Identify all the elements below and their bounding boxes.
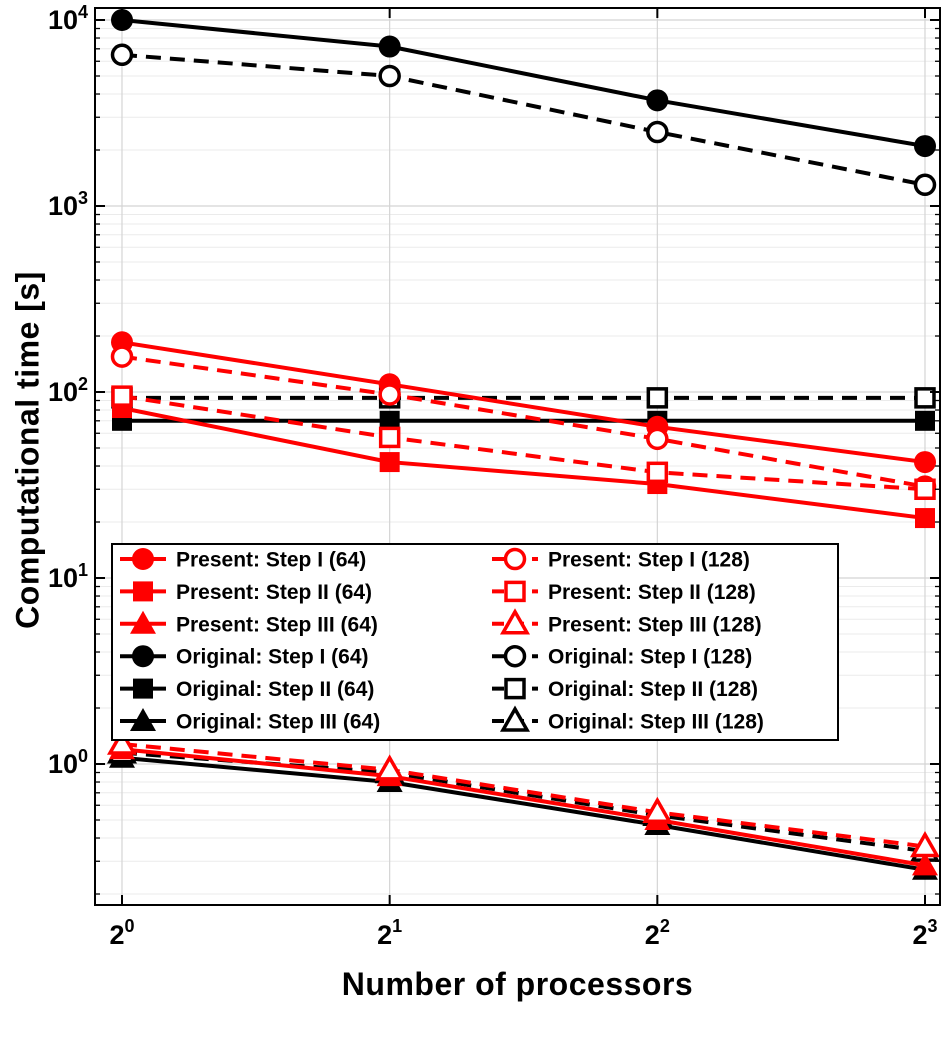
legend-entry: Original: Step II (128) [492,677,758,701]
legend-label: Present: Step I (128) [548,549,750,572]
legend-label: Present: Step I (64) [176,549,366,572]
legend-entry: Original: Step I (128) [492,644,752,669]
tick-label: 21 [377,916,402,950]
legend: Present: Step I (64) Present: Step II (64… [111,543,839,741]
legend-entry: Present: Step II (64) [120,581,372,604]
legend-entry: Original: Step III (64) [120,708,380,734]
legend-entry: Present: Step II (128) [492,580,756,604]
legend-entry: Original: Step II (64) [120,678,374,701]
legend-label: Original: Step I (64) [176,646,369,669]
series-original-step-iii-64- [109,744,938,880]
series-present-step-ii-64- [112,398,935,529]
axes [94,7,941,906]
legend-entry: Present: Step I (64) [120,548,366,572]
series-original-step-ii-64- [112,410,935,431]
legend-label: Original: Step I (128) [548,646,752,669]
legend-label: Original: Step II (128) [548,678,758,701]
legend-entry: Present: Step III (64) [120,610,378,636]
series-present-step-ii-128- [111,385,936,501]
tick-label: 102 [48,374,88,407]
legend-entry: Present: Step I (128) [492,547,750,572]
tick-label: 103 [48,188,88,221]
tick-label: 104 [48,2,88,35]
legend-entry: Present: Step III (128) [492,608,762,636]
grid [95,8,940,905]
legend-label: Original: Step III (64) [176,711,380,734]
tick-labels: 100 101 102 103 104 20 21 22 23 [48,2,938,950]
series-present-step-iii-64- [109,736,938,876]
series-original-step-i-64- [111,9,936,158]
series-present-step-iii-128- [106,728,940,858]
legend-label: Present: Step II (64) [176,581,372,604]
tick-label: 23 [912,916,937,950]
legend-label: Present: Step III (64) [176,613,378,636]
x-axis-label: Number of processors [341,966,694,1002]
tick-label: 22 [645,916,670,950]
series-original-step-i-128- [110,43,937,197]
legend-label: Original: Step III (128) [548,711,764,734]
legend-label: Original: Step II (64) [176,678,374,701]
legend-label: Present: Step III (128) [548,613,762,636]
series-present-step-i-64- [111,331,936,474]
tick-label: 20 [109,916,134,950]
tick-label: 100 [48,746,88,779]
y-axis-label: Computational time [s] [9,271,46,629]
tick-label: 101 [48,560,88,593]
legend-entry: Original: Step I (64) [120,645,369,669]
legend-entry: Original: Step III (128) [492,705,764,734]
legend-label: Present: Step II (128) [548,581,756,604]
series [106,9,940,880]
